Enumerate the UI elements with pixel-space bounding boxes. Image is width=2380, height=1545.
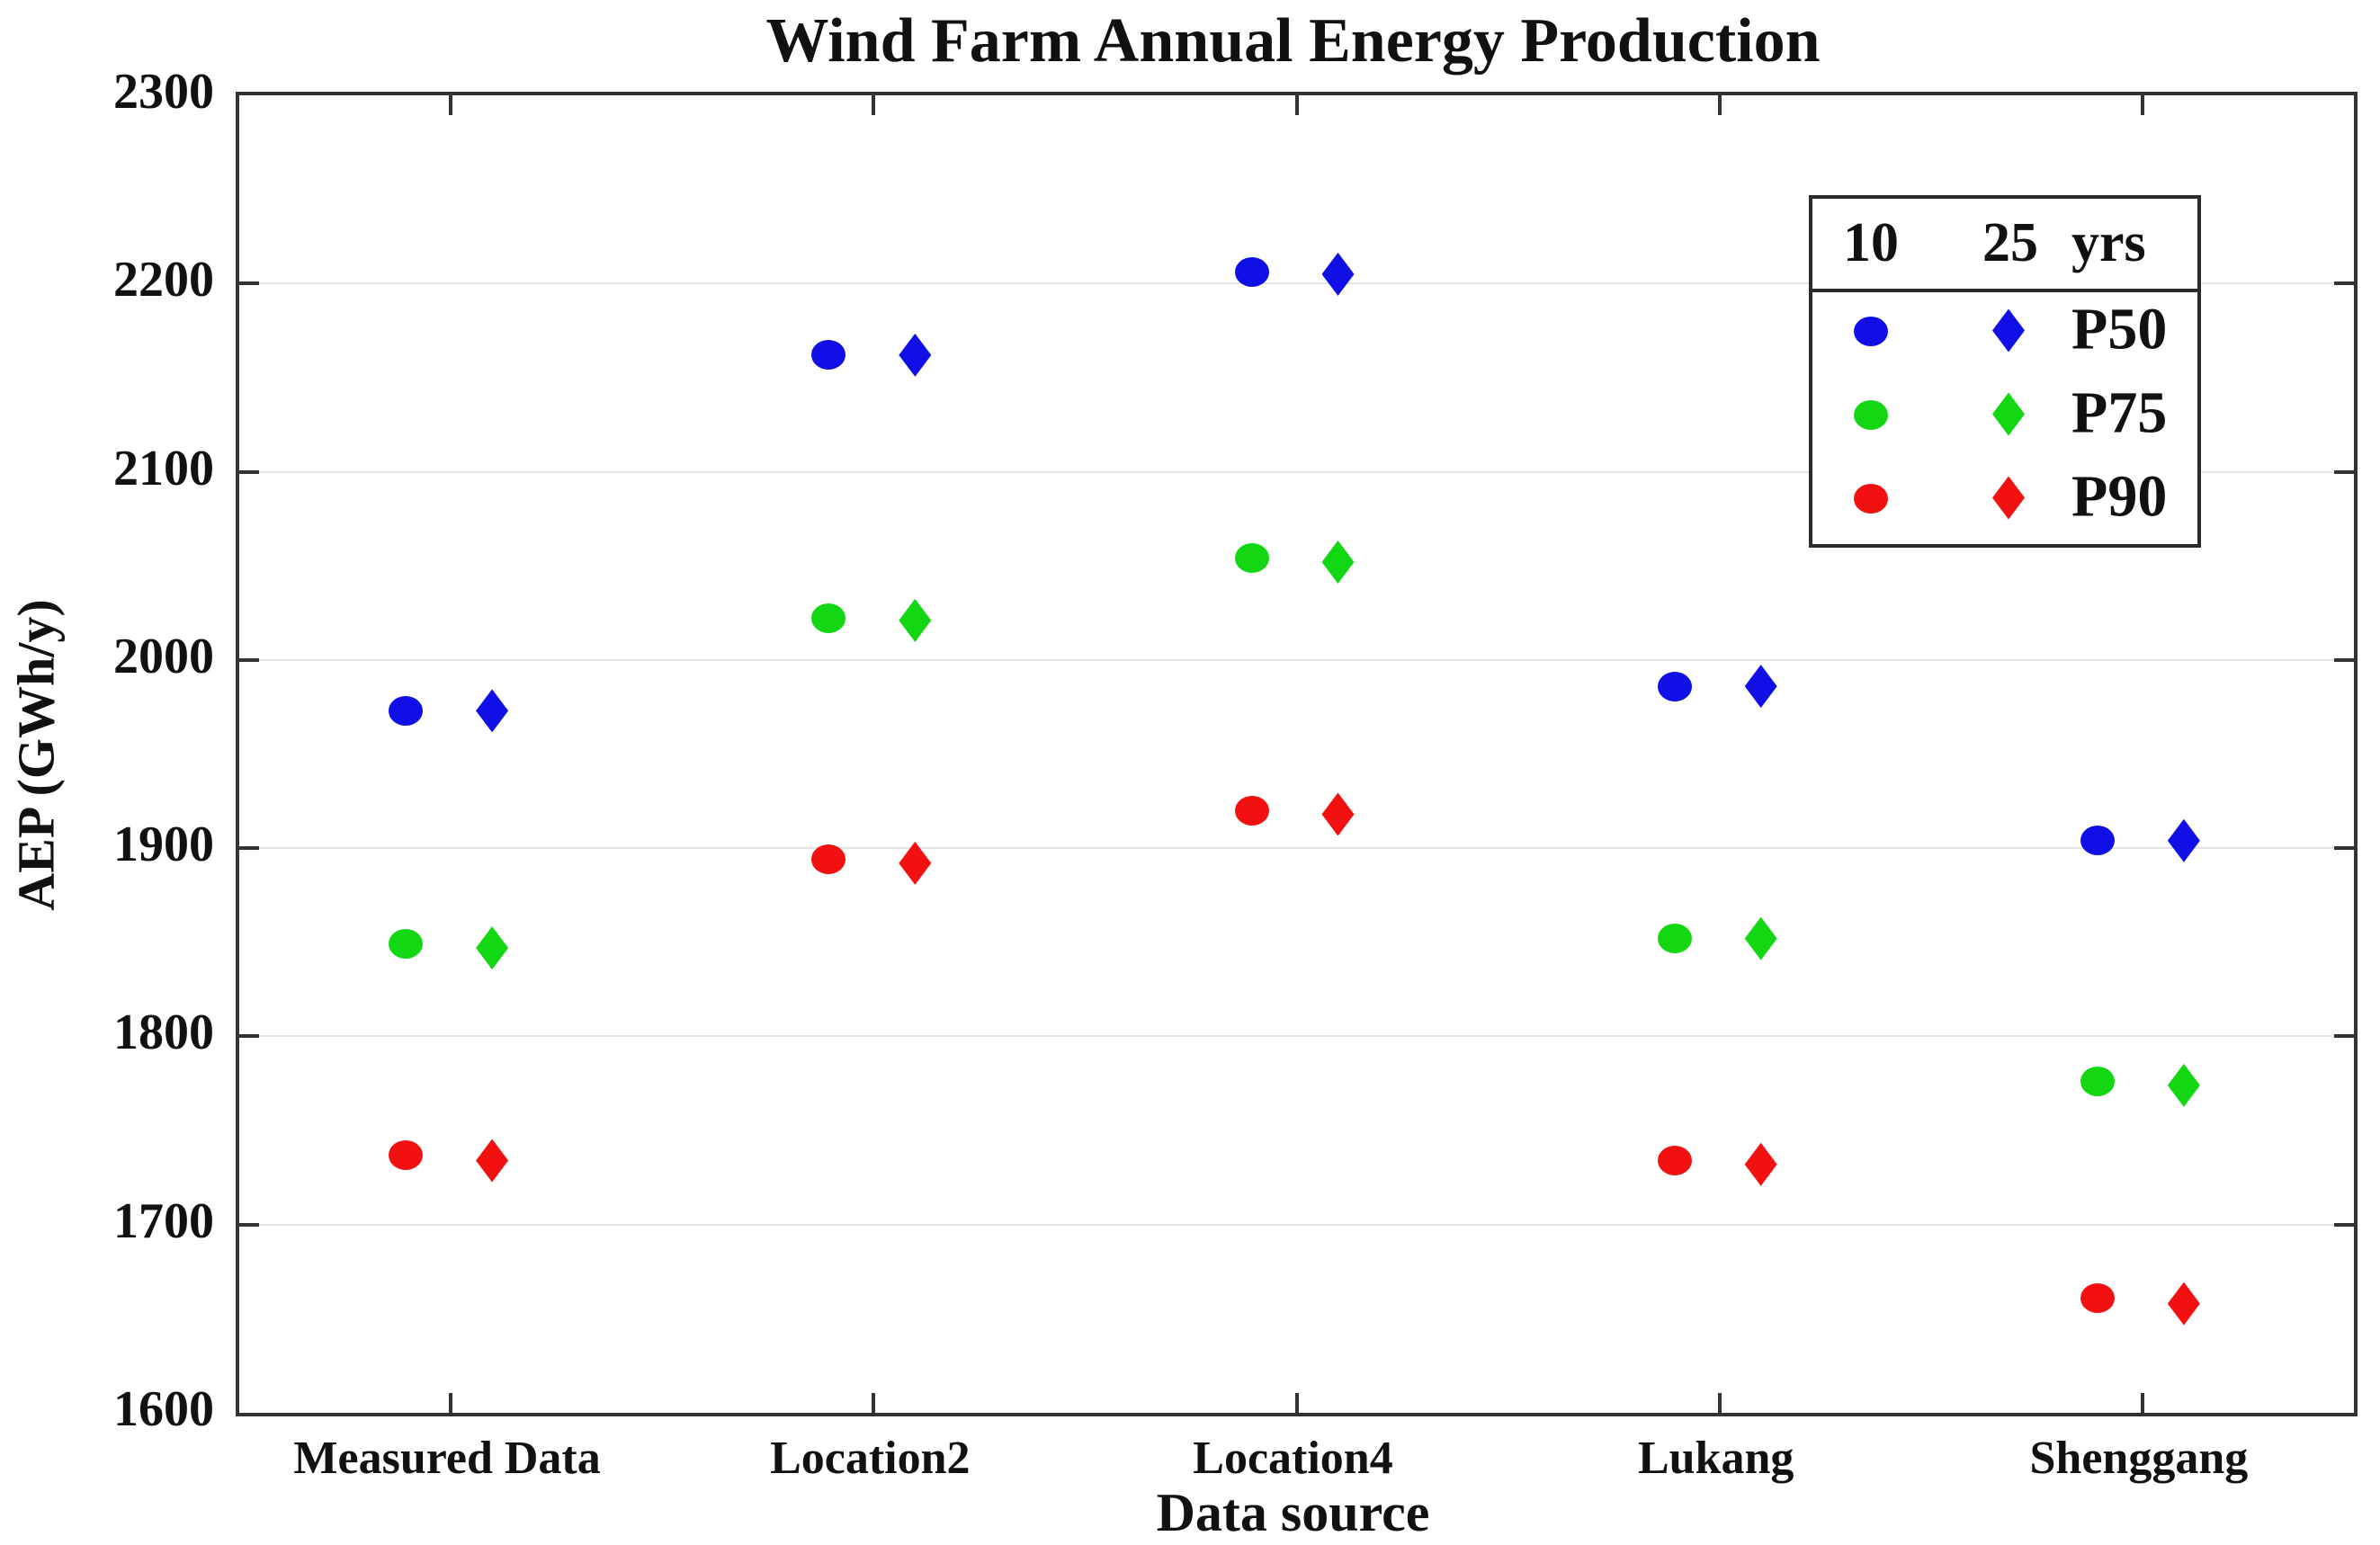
marker-P50-25yr-measured-data: [476, 689, 509, 733]
legend-p90-diamond-icon: [1992, 476, 2025, 520]
bottom-axis-tick-5: [2140, 1393, 2144, 1413]
x-tick-label-5: Shenggang: [2029, 1433, 2249, 1484]
y-tick-label-2300: 2300: [113, 64, 214, 120]
plot-area: 10 25 yrs P50 P75 P90: [236, 92, 2358, 1416]
y-tick-label-1900: 1900: [113, 817, 214, 873]
gridline-1700: [239, 1223, 2354, 1226]
marker-P75-25yr-location4: [1321, 540, 1355, 585]
marker-P50-25yr-location4: [1321, 252, 1355, 296]
marker-P90-25yr-measured-data: [476, 1139, 509, 1183]
marker-P75-10yr-location2: [811, 603, 846, 634]
legend-row-p90: P90: [1812, 456, 2197, 540]
legend-label-p90: P90: [2071, 462, 2168, 529]
marker-P75-25yr-lukang: [1744, 916, 1777, 960]
bottom-axis-tick-2: [872, 1393, 876, 1413]
marker-P90-10yr-location4: [1234, 795, 1269, 826]
bottom-axis-tick-3: [1294, 1393, 1299, 1413]
right-axis-tick-1700: [2334, 1222, 2354, 1227]
bottom-axis-tick-1: [449, 1393, 453, 1413]
gridline-2200: [239, 282, 2354, 285]
y-tick-label-2000: 2000: [113, 628, 214, 684]
marker-P90-10yr-shenggang: [2080, 1282, 2115, 1313]
marker-P75-10yr-lukang: [1657, 924, 1692, 954]
left-axis-tick-1800: [239, 1034, 259, 1039]
marker-P75-10yr-location4: [1234, 543, 1269, 574]
marker-P90-10yr-location2: [811, 844, 846, 875]
x-tick-label-4: Lukang: [1637, 1433, 1794, 1484]
chart-title: Wind Farm Annual Energy Production: [765, 6, 1821, 76]
gridline-1900: [239, 847, 2354, 850]
legend: 10 25 yrs P50 P75 P90: [1809, 195, 2201, 548]
x-axis-label: Data source: [1156, 1483, 1430, 1542]
legend-row-p75: P75: [1812, 372, 2197, 456]
marker-P75-10yr-shenggang: [2080, 1067, 2115, 1097]
bottom-axis-tick-4: [1717, 1393, 1722, 1413]
marker-P50-10yr-measured-data: [389, 695, 424, 726]
marker-P75-10yr-measured-data: [389, 929, 424, 960]
legend-header-10: 10: [1843, 212, 1899, 273]
left-axis-tick-2200: [239, 281, 259, 286]
top-axis-tick-5: [2140, 95, 2144, 115]
gridline-1800: [239, 1035, 2354, 1038]
top-axis-tick-2: [872, 95, 876, 115]
legend-header-yrs: yrs: [2071, 212, 2146, 273]
legend-label-p50: P50: [2071, 295, 2168, 362]
left-axis-tick-1900: [239, 846, 259, 851]
legend-header: 10 25 yrs: [1812, 199, 2197, 292]
marker-P90-25yr-location4: [1321, 792, 1355, 836]
gridline-2000: [239, 658, 2354, 661]
marker-P50-10yr-lukang: [1657, 671, 1692, 701]
right-axis-tick-1800: [2334, 1034, 2354, 1039]
y-tick-label-2100: 2100: [113, 440, 214, 496]
legend-p90-circle-icon: [1854, 483, 1888, 514]
marker-P75-25yr-measured-data: [476, 926, 509, 970]
marker-P90-10yr-lukang: [1657, 1146, 1692, 1176]
y-tick-label-1800: 1800: [113, 1005, 214, 1061]
marker-P50-10yr-shenggang: [2080, 826, 2115, 856]
marker-P50-25yr-lukang: [1744, 665, 1777, 709]
x-tick-label-3: Location4: [1193, 1433, 1393, 1484]
left-axis-tick-2100: [239, 469, 259, 474]
marker-P75-25yr-shenggang: [2167, 1063, 2200, 1107]
x-tick-label-2: Location2: [770, 1433, 971, 1484]
y-tick-label-1700: 1700: [113, 1192, 214, 1249]
y-tick-label-1600: 1600: [113, 1381, 214, 1437]
right-axis-tick-2200: [2334, 281, 2354, 286]
marker-P50-10yr-location2: [811, 340, 846, 371]
gridline-2100: [239, 470, 2354, 473]
top-axis-tick-3: [1294, 95, 1299, 115]
left-axis-tick-2000: [239, 657, 259, 662]
legend-p75-diamond-icon: [1992, 392, 2025, 436]
top-axis-tick-4: [1717, 95, 1722, 115]
right-axis-tick-2000: [2334, 657, 2354, 662]
legend-header-25: 25: [1982, 212, 2038, 273]
y-axis-label: AEP (GWh/y): [6, 599, 66, 911]
right-axis-tick-1900: [2334, 846, 2354, 851]
top-axis-tick-1: [449, 95, 453, 115]
marker-P50-10yr-location4: [1234, 257, 1269, 288]
x-tick-label-1: Measured Data: [293, 1433, 601, 1484]
marker-P50-25yr-shenggang: [2167, 818, 2200, 862]
marker-P90-25yr-shenggang: [2167, 1282, 2200, 1326]
left-axis-tick-1700: [239, 1222, 259, 1227]
legend-p75-circle-icon: [1854, 399, 1888, 430]
legend-p50-diamond-icon: [1992, 308, 2025, 353]
legend-row-p50: P50: [1812, 289, 2197, 372]
marker-P50-25yr-location2: [899, 333, 932, 377]
marker-P75-25yr-location2: [899, 598, 932, 642]
marker-P90-25yr-lukang: [1744, 1142, 1777, 1186]
legend-label-p75: P75: [2071, 379, 2168, 445]
legend-p50-circle-icon: [1854, 316, 1888, 346]
y-tick-label-2200: 2200: [113, 252, 214, 308]
right-axis-tick-2100: [2334, 469, 2354, 474]
marker-P90-10yr-measured-data: [389, 1139, 424, 1170]
